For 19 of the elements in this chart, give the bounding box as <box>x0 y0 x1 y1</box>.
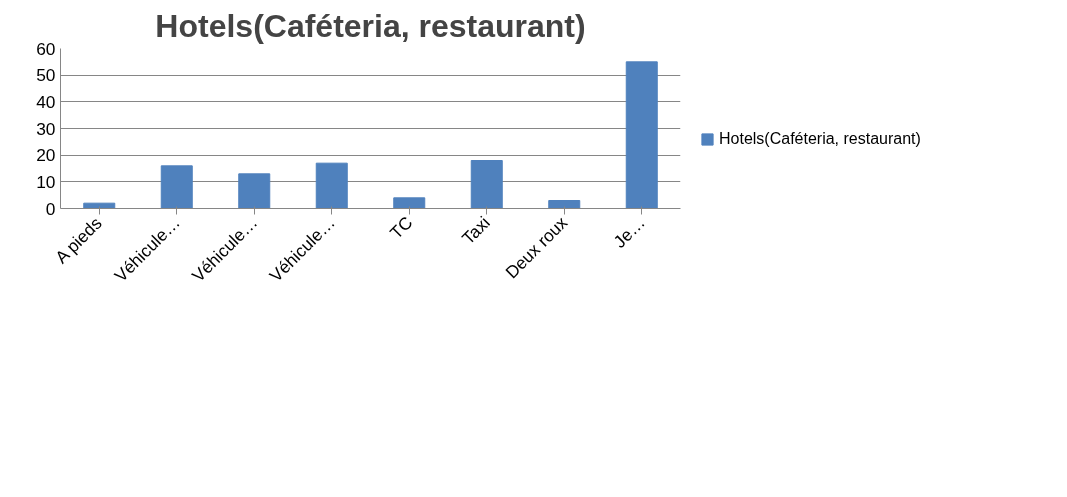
chart-title: Hotels(Caféteria, restaurant) <box>155 7 586 44</box>
legend-label: Hotels(Caféteria, restaurant) <box>719 130 921 148</box>
y-tick-label: 10 <box>36 171 56 192</box>
y-tick-label: 20 <box>36 145 56 166</box>
x-tick-label: Taxi <box>457 212 494 249</box>
bar <box>160 165 193 209</box>
y-tick-label: 60 <box>36 38 56 59</box>
bar <box>393 197 426 209</box>
bar <box>625 61 658 209</box>
bar <box>470 160 503 209</box>
y-tick-label: 40 <box>36 91 56 112</box>
y-tick-label: 0 <box>45 198 56 219</box>
bar <box>238 173 271 209</box>
bar <box>315 162 348 209</box>
x-tick-label: Je… <box>609 212 649 252</box>
x-tick-label: TC <box>385 212 417 243</box>
y-tick-label: 50 <box>36 65 56 86</box>
y-tick-label: 30 <box>36 118 56 139</box>
bar <box>548 200 581 209</box>
